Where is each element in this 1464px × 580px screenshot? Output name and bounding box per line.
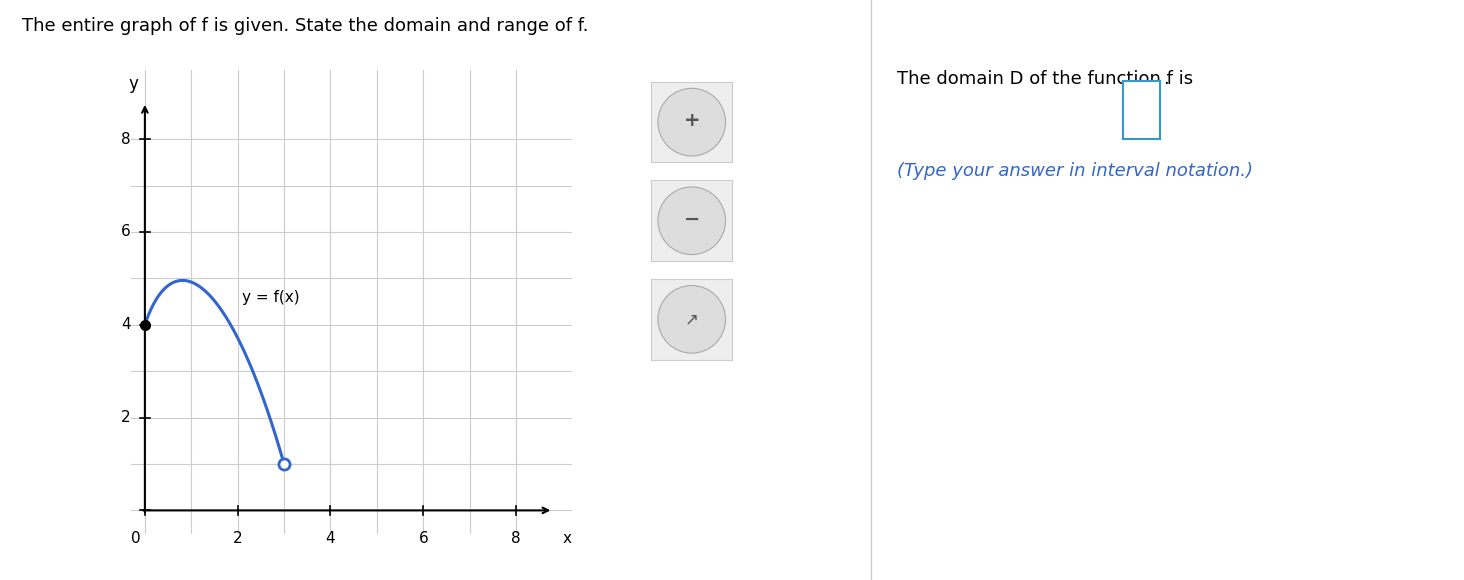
Text: 2: 2 [122, 410, 130, 425]
Circle shape [657, 285, 726, 353]
Circle shape [657, 88, 726, 156]
Text: 6: 6 [122, 224, 130, 240]
Text: ↗: ↗ [685, 310, 698, 328]
Text: 2: 2 [233, 531, 243, 546]
Text: 8: 8 [122, 132, 130, 147]
Text: (Type your answer in interval notation.): (Type your answer in interval notation.) [897, 162, 1253, 180]
Circle shape [657, 187, 726, 255]
Text: x: x [562, 531, 571, 546]
Text: y = f(x): y = f(x) [243, 289, 300, 304]
Text: 4: 4 [122, 317, 130, 332]
Text: 4: 4 [325, 531, 335, 546]
Text: −: − [684, 209, 700, 229]
Text: 8: 8 [511, 531, 521, 546]
Text: y: y [129, 75, 138, 93]
Text: +: + [684, 111, 700, 130]
Text: 0: 0 [130, 531, 141, 546]
Text: 6: 6 [419, 531, 427, 546]
Text: The entire graph of f is given. State the domain and range of f.: The entire graph of f is given. State th… [22, 17, 589, 35]
Text: .: . [1162, 70, 1168, 88]
Text: The domain D of the function f is: The domain D of the function f is [897, 70, 1199, 88]
